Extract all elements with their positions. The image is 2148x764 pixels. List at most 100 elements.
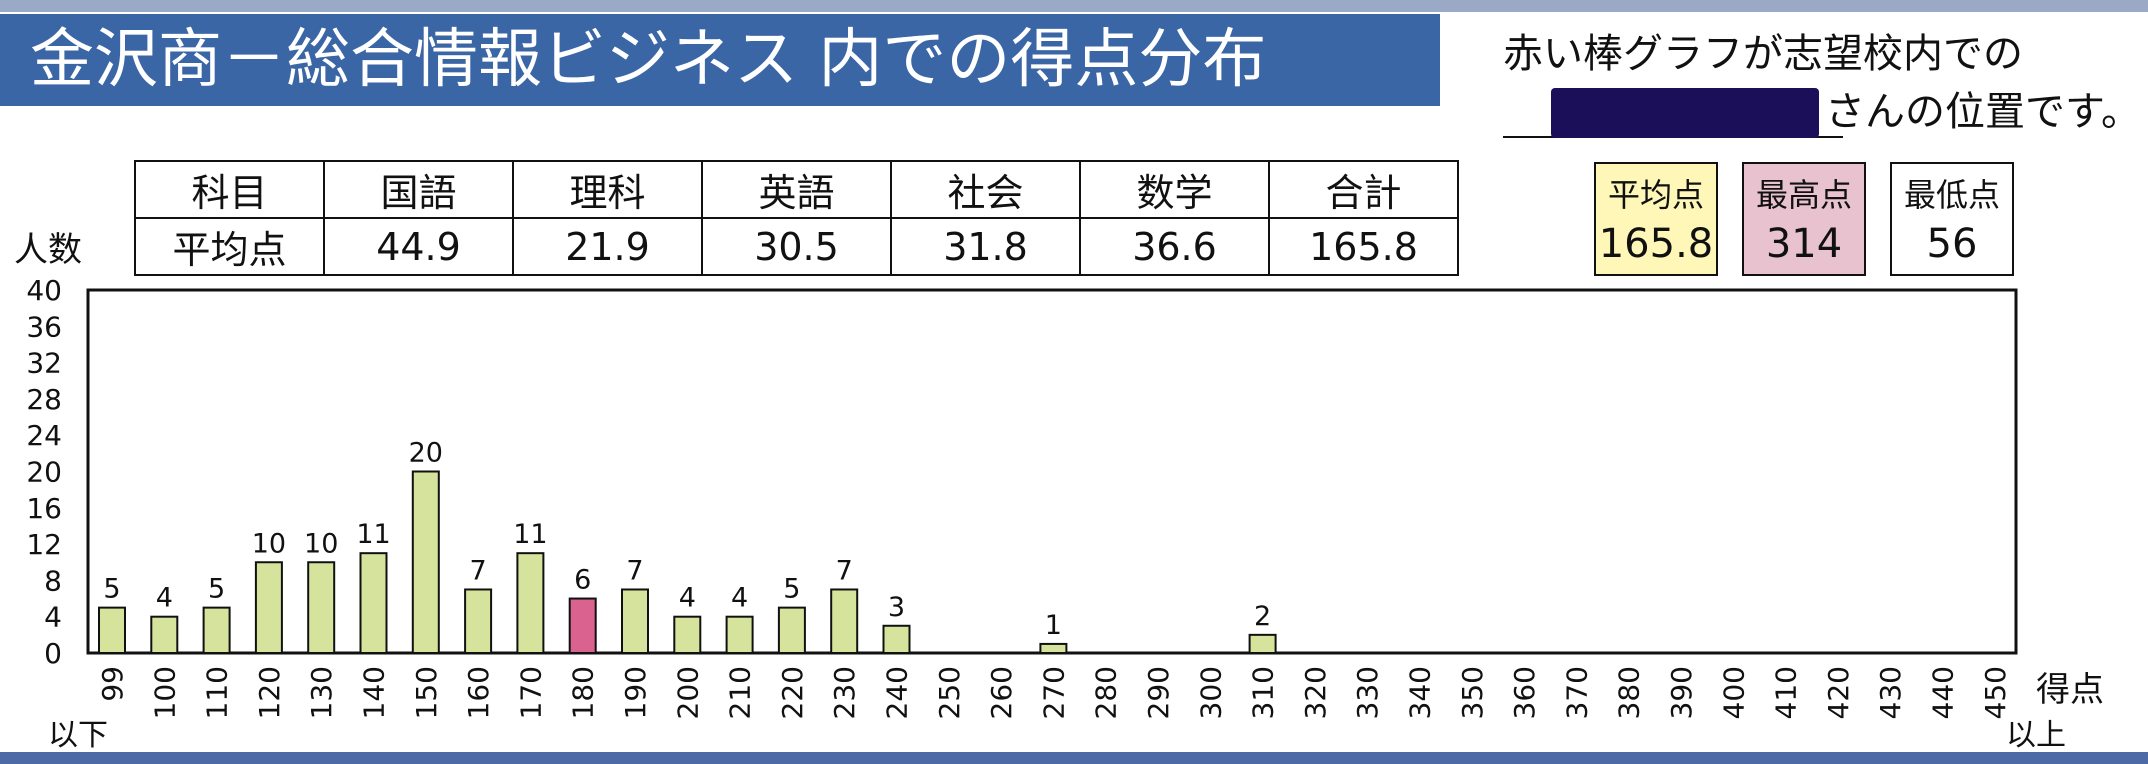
y-tick-label: 0: [44, 637, 62, 670]
note-line-2: さんの位置です。: [1503, 88, 2143, 138]
bar-value-label: 20: [409, 438, 443, 469]
table-header-row: 科目 国語 理科 英語 社会 数学 合計: [134, 160, 1459, 219]
x-tick-label: 110: [201, 666, 234, 719]
subject-average: 31.8: [890, 217, 1081, 276]
x-tick-label: 340: [1404, 666, 1437, 719]
max-score-label: 最高点: [1755, 176, 1852, 214]
x-tick-label: 380: [1613, 666, 1646, 719]
bar-value-label: 5: [103, 574, 120, 605]
top-strip: [0, 0, 2148, 12]
subject-averages-table: 科目 国語 理科 英語 社会 数学 合計 平均点 44.9 21.9 30.5 …: [134, 160, 1459, 276]
bar: [830, 588, 859, 654]
x-axis-low-note: 以下: [48, 718, 108, 753]
bar: [150, 615, 179, 655]
bar: [621, 588, 649, 654]
bar-value-label: 11: [356, 519, 390, 550]
y-tick-label: 8: [44, 564, 62, 597]
x-tick-label: 100: [148, 666, 181, 719]
y-tick-label: 28: [26, 383, 62, 416]
subject-header: 数学: [1079, 160, 1270, 219]
x-tick-label: 250: [933, 666, 966, 719]
bar-value-label: 4: [156, 583, 173, 614]
bar-value-label: 4: [679, 583, 696, 614]
bar-value-label: 6: [574, 565, 591, 596]
x-tick-label: 260: [985, 666, 1018, 719]
x-tick-label: 210: [724, 666, 757, 719]
subject-average: 21.9: [512, 217, 703, 276]
redacted-name-block: [1551, 88, 1819, 138]
bar: [464, 588, 493, 654]
x-tick-label: 370: [1560, 666, 1593, 719]
subject-header: 国語: [323, 160, 514, 219]
note-line-1: 赤い棒グラフが志望校内での: [1503, 31, 2023, 77]
y-tick-label: 16: [26, 492, 62, 525]
x-tick-label: 290: [1142, 666, 1175, 719]
bar: [725, 615, 754, 655]
x-tick-label: 420: [1822, 666, 1855, 719]
x-tick-label: 300: [1194, 666, 1227, 719]
x-tick-label: 190: [619, 666, 652, 719]
x-tick-label: 160: [462, 666, 495, 719]
table-header-label: 科目: [134, 160, 325, 219]
average-score-label: 平均点: [1607, 176, 1704, 214]
bar-value-label: 4: [731, 583, 748, 614]
x-tick-label: 430: [1874, 666, 1907, 719]
subject-header: 社会: [890, 160, 1081, 219]
bar: [882, 624, 911, 655]
bar: [516, 552, 545, 654]
y-tick-label: 4: [44, 601, 62, 634]
x-tick-label: 270: [1037, 666, 1070, 719]
y-tick-label: 24: [26, 419, 62, 452]
bar-value-label: 2: [1254, 601, 1271, 632]
x-tick-label: 280: [1090, 666, 1123, 719]
max-score-value: 314: [1765, 221, 1843, 267]
subject-average: 36.6: [1079, 217, 1270, 276]
bottom-strip: [0, 752, 2148, 764]
x-tick-label: 330: [1351, 666, 1384, 719]
bar-value-label: 1: [1045, 610, 1062, 641]
bar: [1248, 633, 1277, 654]
x-tick-label: 310: [1247, 666, 1280, 719]
bar-value-label: 7: [470, 555, 487, 586]
x-axis-high-note: 以上: [2006, 718, 2066, 753]
x-tick-label: 99: [96, 666, 129, 702]
x-tick-label: 450: [1979, 666, 2012, 719]
x-tick-label: 120: [253, 666, 286, 719]
x-tick-label: 170: [514, 666, 547, 719]
y-tick-label: 20: [26, 456, 62, 489]
x-tick-label: 180: [567, 666, 600, 719]
min-score-box: 最低点 56: [1890, 162, 2014, 276]
highlighted-bar: [568, 597, 597, 654]
bar: [98, 606, 126, 654]
x-tick-label: 240: [881, 666, 914, 719]
bar: [673, 615, 702, 655]
x-tick-label: 410: [1770, 666, 1803, 719]
y-tick-label: 36: [26, 310, 62, 343]
y-tick-label: 12: [26, 528, 62, 561]
subject-average: 44.9: [323, 217, 514, 276]
bar: [411, 470, 440, 654]
x-tick-label: 350: [1456, 666, 1489, 719]
x-tick-label: 440: [1927, 666, 1960, 719]
x-tick-label: 320: [1299, 666, 1332, 719]
x-tick-label: 230: [828, 666, 861, 719]
subject-average: 30.5: [701, 217, 892, 276]
y-axis-title: 人数: [14, 230, 82, 270]
bar-value-label: 10: [304, 528, 338, 559]
y-tick-label: 32: [26, 347, 62, 380]
table-row-label: 平均点: [134, 217, 325, 276]
bar: [254, 561, 283, 654]
subject-header: 英語: [701, 160, 892, 219]
bar-value-label: 5: [783, 574, 800, 605]
table-average-row: 平均点 44.9 21.9 30.5 31.8 36.6 165.8: [134, 217, 1459, 276]
x-tick-label: 130: [305, 666, 338, 719]
bar-value-label: 10: [252, 528, 286, 559]
note-line-2-suffix: さんの位置です。: [1825, 89, 2141, 135]
subject-average: 165.8: [1268, 217, 1459, 276]
average-score-value: 165.8: [1598, 221, 1714, 267]
bar: [307, 561, 336, 654]
bar: [359, 552, 388, 654]
min-score-label: 最低点: [1903, 176, 2000, 214]
x-tick-label: 150: [410, 666, 443, 719]
